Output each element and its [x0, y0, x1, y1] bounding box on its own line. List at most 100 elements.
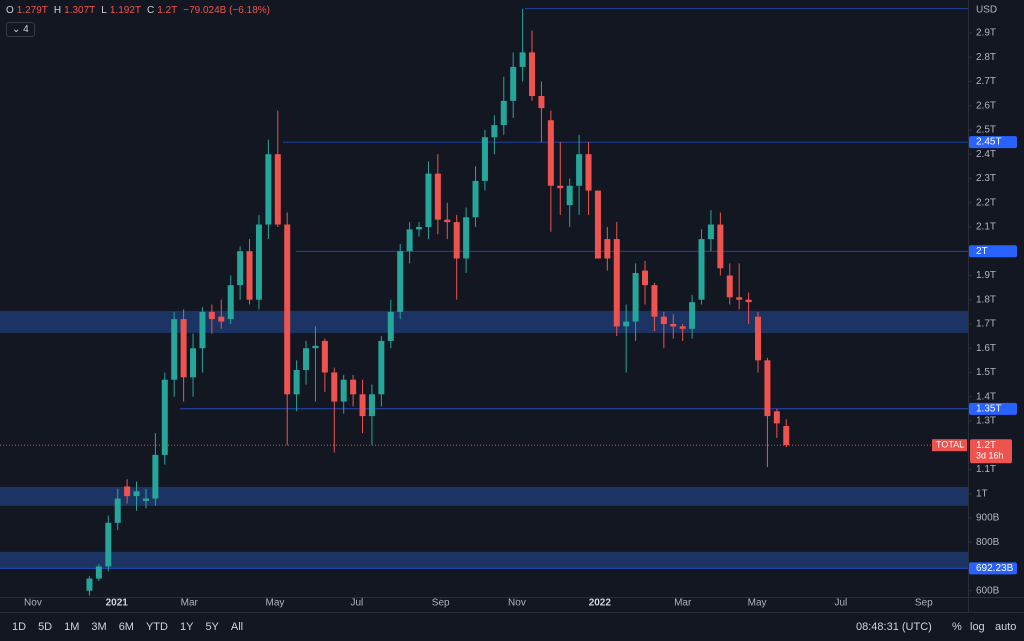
x-tick-label: Nov [24, 598, 42, 609]
range-button[interactable]: 6M [118, 621, 134, 633]
candle-body [368, 394, 375, 417]
candle-body [604, 239, 611, 259]
candle-body [378, 340, 385, 395]
log-toggle[interactable]: log [970, 621, 985, 633]
legend-value: 1.192T [109, 5, 141, 16]
countdown-label: 3d 16h [976, 451, 1004, 461]
range-button[interactable]: All [230, 621, 244, 633]
candle-body [434, 173, 441, 220]
level-badge-label: 1.35T [976, 403, 1002, 414]
candle-body [651, 285, 658, 317]
y-tick-label: 2.7T [976, 76, 996, 87]
candle-body [161, 379, 168, 455]
legend-value: 1.2T [157, 5, 178, 16]
candle-body [86, 578, 93, 591]
candle-body [284, 224, 291, 395]
x-tick-label: 2021 [106, 598, 129, 609]
candle-body [114, 498, 121, 523]
clock: 08:48:31 (UTC) [856, 621, 932, 633]
candle-body [764, 360, 771, 417]
candle-body [180, 319, 187, 378]
candle-body [124, 486, 131, 497]
level-badge-label: 2.45T [976, 137, 1002, 148]
candle-body [208, 311, 215, 320]
candle-body [190, 348, 197, 378]
candle-body [472, 180, 479, 218]
candle-body [227, 285, 234, 320]
candle-body [689, 302, 696, 329]
candle-body [255, 224, 262, 300]
y-tick-label: 1.5T [976, 367, 996, 378]
candle-body [416, 226, 423, 230]
candle-body [529, 52, 536, 97]
level-badge [969, 245, 1017, 258]
candle-body [717, 224, 724, 269]
indicator-toggle[interactable]: ⌄ 4 [6, 22, 35, 37]
y-tick-label: 800B [976, 537, 1000, 548]
candle-body [133, 491, 140, 497]
candle-body [453, 222, 460, 259]
candle-body [237, 251, 244, 286]
y-tick-label: 900B [976, 513, 1000, 524]
candle-body [406, 229, 413, 252]
level-badge [969, 402, 1017, 415]
x-tick-label: May [748, 598, 767, 609]
auto-toggle[interactable]: auto [995, 621, 1017, 633]
candle-body [397, 251, 404, 312]
candle-body [623, 321, 630, 327]
x-tick-label: 2022 [589, 598, 612, 609]
x-tick-label: Mar [674, 598, 692, 609]
candle-body [538, 96, 545, 109]
legend-key: H [53, 5, 62, 16]
legend-value: 1.279T [16, 5, 48, 16]
candle-body [218, 316, 225, 322]
range-button[interactable]: 1M [64, 621, 80, 633]
candle-body [670, 323, 677, 327]
candle-body [566, 185, 573, 206]
y-tick-label: 2.3T [976, 173, 996, 184]
y-tick-label: 2.4T [976, 149, 996, 160]
y-tick-label: 2.6T [976, 100, 996, 111]
candle-body [642, 270, 649, 286]
x-tick-label: May [266, 598, 285, 609]
percent-toggle[interactable]: % [952, 621, 962, 633]
legend-key: C [147, 5, 155, 16]
candle-body [510, 66, 517, 101]
range-button[interactable]: 5D [38, 621, 53, 633]
x-tick-label: Nov [508, 598, 526, 609]
y-tick-label: 1.7T [976, 319, 996, 330]
indicator-count: 4 [23, 24, 29, 35]
candle-body [444, 219, 451, 223]
candle-body [171, 319, 178, 380]
symbol-badge [932, 439, 967, 452]
candle-body [105, 522, 112, 567]
range-button[interactable]: 1Y [179, 621, 194, 633]
y-tick-label: 1.8T [976, 294, 996, 305]
candle-body [557, 185, 564, 189]
candle-body [265, 154, 272, 225]
zone [0, 310, 968, 333]
candle-body [500, 100, 507, 126]
price-badge [970, 439, 1012, 464]
candle-body [387, 311, 394, 341]
candle-body [755, 316, 762, 361]
range-button[interactable]: 5Y [205, 621, 219, 633]
range-button[interactable]: YTD [145, 621, 168, 633]
y-tick-label: 2.8T [976, 52, 996, 63]
candle-body [783, 426, 790, 446]
candle-body [519, 52, 526, 67]
candle-body [773, 411, 780, 424]
level-badge [969, 562, 1017, 575]
level-badge-label: 692.23B [976, 563, 1014, 574]
range-button[interactable]: 3M [91, 621, 107, 633]
chart: USD 600B 800B 900B 1T 1.1T 1.3T 1.4T 1.5T 1.6T 1.7… [0, 0, 1024, 612]
candle-body [547, 120, 554, 186]
zone [0, 551, 968, 568]
candle-body [491, 125, 498, 138]
range-button[interactable]: 1D [12, 621, 27, 633]
candle-body [745, 299, 752, 303]
symbol-badge-label: TOTAL [936, 440, 964, 450]
candle-body [340, 379, 347, 402]
candle-body [481, 137, 488, 181]
zone [0, 486, 968, 506]
